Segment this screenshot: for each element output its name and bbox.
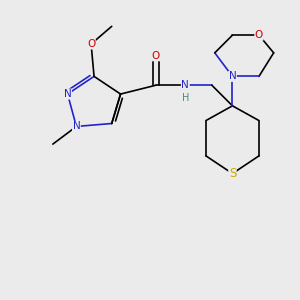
Text: O: O [152,51,160,61]
Text: H: H [182,94,189,103]
Text: N: N [73,122,80,131]
Text: N: N [64,89,71,99]
Text: S: S [229,167,236,180]
Text: N: N [229,71,236,81]
Text: N: N [182,80,189,90]
Text: O: O [87,39,95,49]
Text: O: O [255,30,263,40]
